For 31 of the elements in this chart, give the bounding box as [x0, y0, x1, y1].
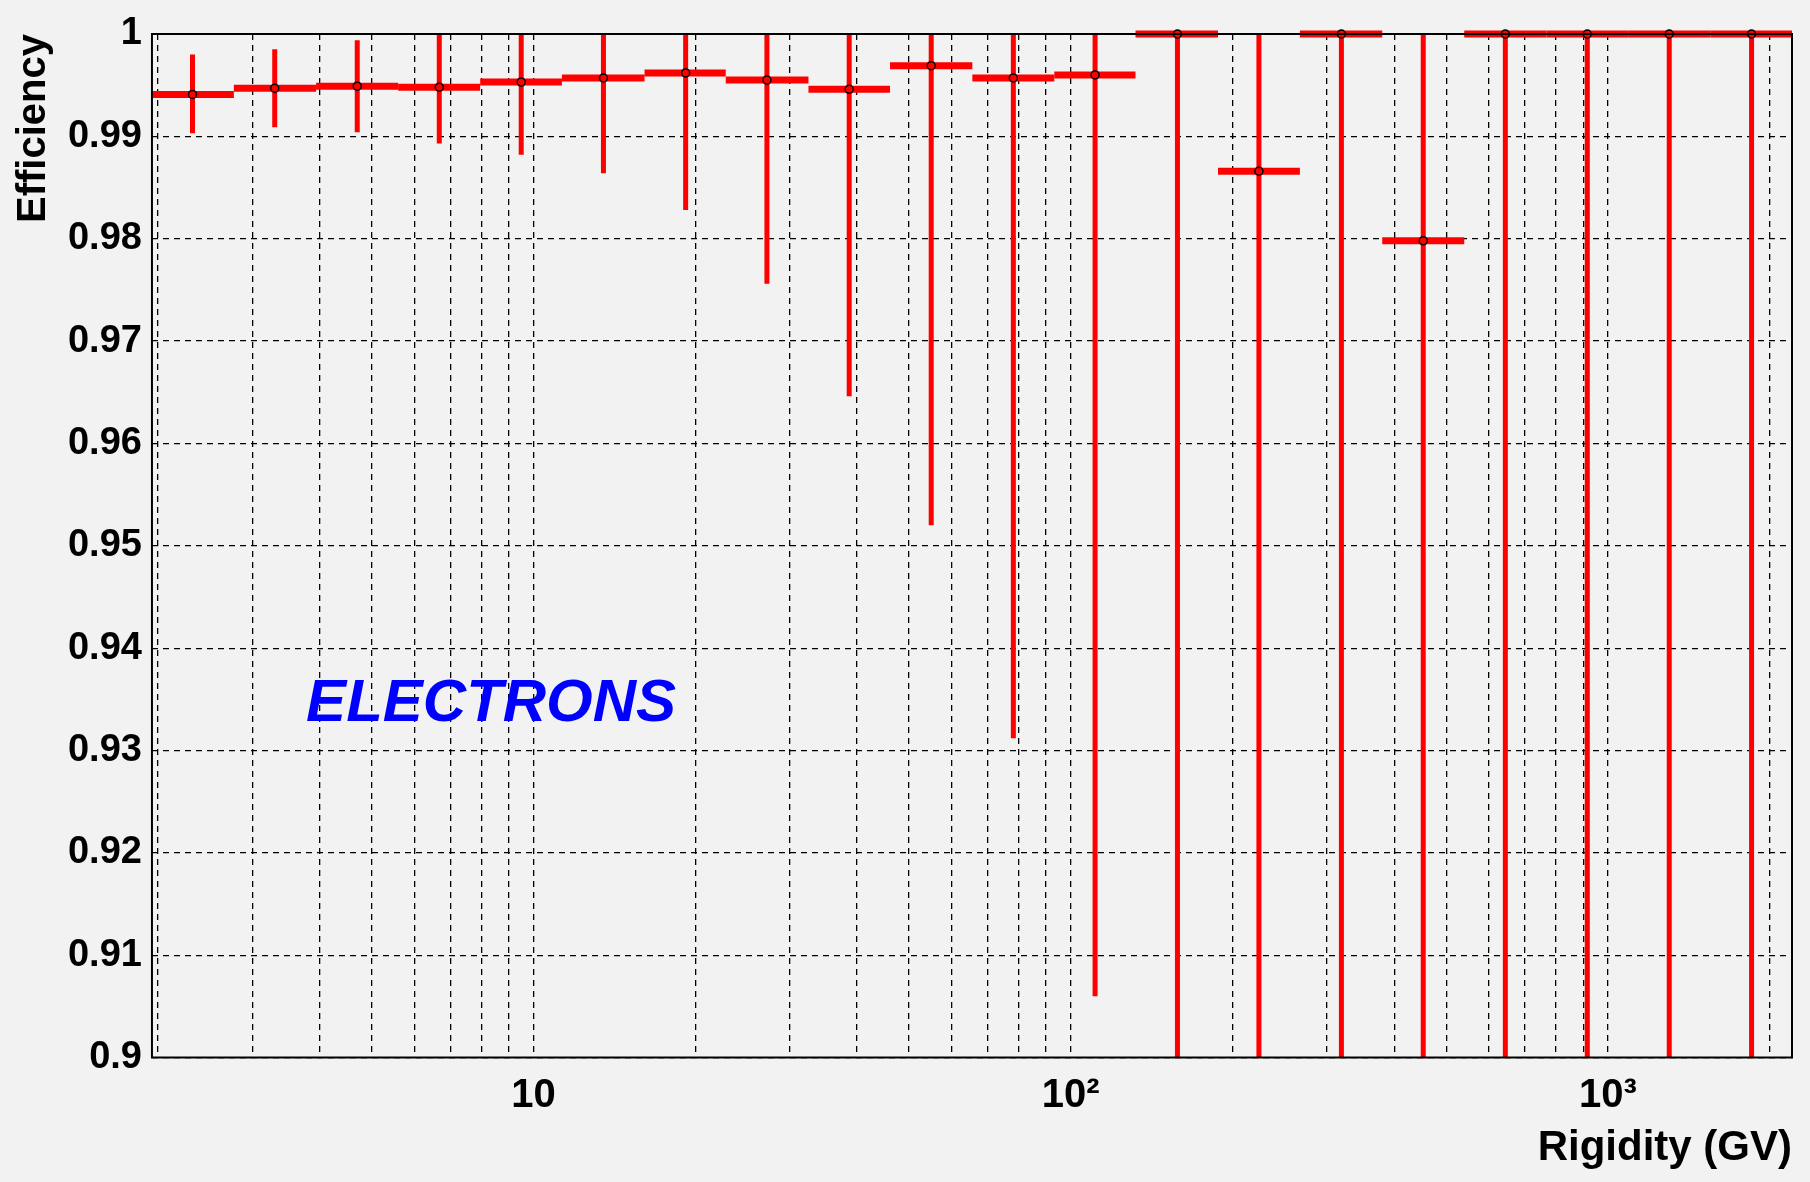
- point: [844, 84, 854, 95]
- y-tick-label: 0.99: [67, 112, 142, 155]
- y-tick-label: 0.95: [67, 522, 142, 565]
- point: [1008, 73, 1019, 83]
- y-tick-label: 0.92: [67, 829, 142, 872]
- point: [1090, 70, 1100, 80]
- y-tick-label: 0.96: [67, 419, 142, 462]
- point: [434, 82, 445, 92]
- point: [1254, 166, 1264, 176]
- x-tick-label: 10²: [1041, 1070, 1100, 1115]
- y-tick-label: 0.93: [67, 727, 142, 769]
- point: [680, 68, 691, 78]
- y-tick-label: 0.97: [67, 317, 142, 360]
- y-tick-label: 0.98: [67, 215, 142, 258]
- point: [1418, 236, 1428, 246]
- x-axis-title: Rigidity (GV): [1537, 1122, 1792, 1170]
- point: [926, 60, 936, 71]
- x-tick-label: 10³: [1579, 1070, 1637, 1115]
- y-tick-label: 0.94: [67, 624, 142, 667]
- y-axis-title: Efficiency: [9, 33, 54, 223]
- y-tick-label: 1: [120, 10, 142, 53]
- point: [269, 83, 280, 93]
- y-tick-label: 0.9: [89, 1034, 142, 1077]
- point: [598, 73, 609, 83]
- point: [187, 89, 198, 100]
- y-tick-label: 0.91: [67, 931, 142, 974]
- point: [352, 81, 362, 91]
- point: [762, 75, 772, 85]
- annotation: ELECTRONS: [306, 667, 677, 734]
- point: [516, 77, 526, 87]
- x-tick-label: 10: [511, 1070, 556, 1115]
